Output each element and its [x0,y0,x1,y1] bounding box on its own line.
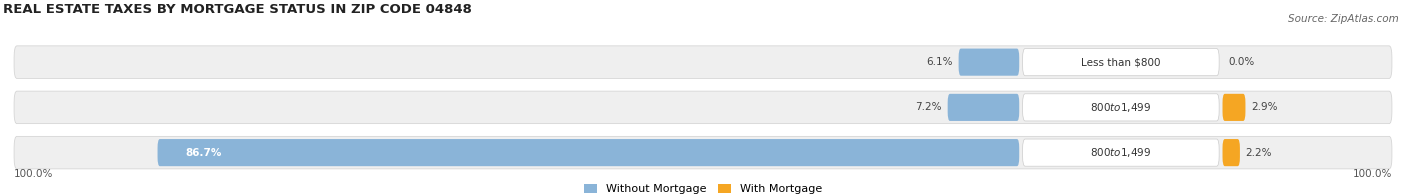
FancyBboxPatch shape [948,94,1019,121]
Text: Source: ZipAtlas.com: Source: ZipAtlas.com [1288,14,1399,24]
Text: $800 to $1,499: $800 to $1,499 [1090,101,1152,114]
Text: 7.2%: 7.2% [915,102,942,112]
Text: 0.0%: 0.0% [1229,57,1254,67]
FancyBboxPatch shape [14,46,1392,78]
Text: 86.7%: 86.7% [186,148,222,158]
Text: Less than $800: Less than $800 [1081,57,1160,67]
Legend: Without Mortgage, With Mortgage: Without Mortgage, With Mortgage [583,184,823,194]
FancyBboxPatch shape [959,49,1019,76]
FancyBboxPatch shape [14,91,1392,124]
Text: 100.0%: 100.0% [14,169,53,179]
Text: $800 to $1,499: $800 to $1,499 [1090,146,1152,159]
Text: 6.1%: 6.1% [927,57,953,67]
Text: 100.0%: 100.0% [1353,169,1392,179]
Text: 2.2%: 2.2% [1246,148,1272,158]
FancyBboxPatch shape [157,139,1019,166]
Text: REAL ESTATE TAXES BY MORTGAGE STATUS IN ZIP CODE 04848: REAL ESTATE TAXES BY MORTGAGE STATUS IN … [3,3,471,15]
FancyBboxPatch shape [1223,94,1246,121]
Text: 2.9%: 2.9% [1251,102,1278,112]
FancyBboxPatch shape [1022,49,1219,76]
FancyBboxPatch shape [14,136,1392,169]
FancyBboxPatch shape [1022,139,1219,166]
FancyBboxPatch shape [1223,139,1240,166]
FancyBboxPatch shape [1022,94,1219,121]
